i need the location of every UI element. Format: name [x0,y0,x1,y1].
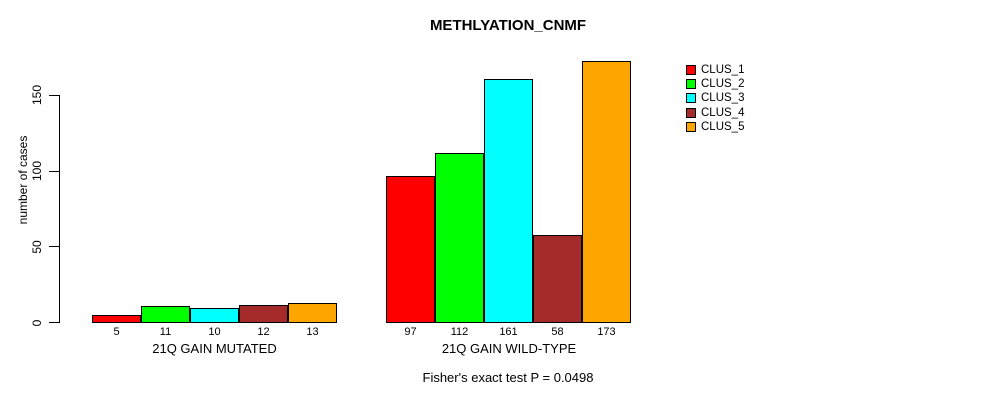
bar-clus_2-group1 [435,152,484,323]
bar-clus_4-group1 [533,234,582,323]
legend: CLUS_1 CLUS_2 CLUS_3 CLUS_4 CLUS_5 [686,63,744,134]
bar-clus_5-group1 [582,60,631,323]
legend-label-clus_4: CLUS_4 [701,106,745,119]
legend-swatch-clus_4 [686,107,696,118]
bar-value-clus_2-group0: 11 [159,326,172,338]
legend-swatch-clus_3 [686,93,696,104]
y-axis-label: number of cases [16,135,30,225]
chart-title: METHLYATION_CNMF [429,17,587,34]
y-tick-label-150: 150 [30,85,44,106]
bar-value-clus_3-group0: 10 [208,326,221,338]
bar-value-clus_1-group1: 97 [404,326,417,338]
legend-item-clus_3: CLUS_3 [686,91,744,105]
bar-value-clus_4-group1: 58 [551,326,564,338]
y-tick-mark-100 [49,170,60,172]
legend-item-clus_1: CLUS_1 [686,63,744,77]
bar-clus_5-group0 [288,302,337,323]
legend-label-clus_5: CLUS_5 [701,120,745,133]
legend-item-clus_2: CLUS_2 [686,77,744,91]
legend-label-clus_3: CLUS_3 [701,92,745,105]
bar-clus_3-group0 [190,307,239,323]
legend-swatch-clus_1 [686,65,696,75]
bar-value-clus_4-group0: 12 [257,326,270,338]
legend-item-clus_5: CLUS_5 [686,120,744,134]
bar-clus_1-group0 [92,314,141,323]
y-tick-label-100: 100 [30,161,44,182]
bar-value-clus_2-group1: 112 [450,326,469,338]
legend-label-clus_1: CLUS_1 [701,64,745,76]
y-tick-label-0: 0 [30,319,44,326]
bar-value-clus_1-group0: 5 [113,326,120,338]
bar-clus_1-group1 [386,175,435,323]
group-label-21q-gain-wild-type: 21Q GAIN WILD-TYPE [441,341,577,356]
y-tick-mark-0 [49,322,60,323]
legend-label-clus_2: CLUS_2 [701,78,745,91]
legend-swatch-clus_2 [686,79,696,90]
bar-clus_2-group0 [141,305,190,323]
group-label-21q-gain-mutated: 21Q GAIN MUTATED [152,341,277,356]
bar-value-clus_3-group1: 161 [499,326,518,338]
bar-value-clus_5-group1: 173 [597,326,616,338]
bar-clus_4-group0 [239,304,288,323]
y-axis-line [59,95,60,323]
legend-swatch-clus_5 [686,121,696,132]
y-tick-label-50: 50 [30,240,44,254]
y-tick-mark-150 [49,94,60,96]
bar-clus_3-group1 [484,78,533,323]
y-tick-mark-50 [49,246,60,248]
bar-value-clus_5-group0: 13 [306,326,319,338]
fisher-test-caption: Fisher's exact test P = 0.0498 [422,370,594,385]
legend-item-clus_4: CLUS_4 [686,106,744,120]
